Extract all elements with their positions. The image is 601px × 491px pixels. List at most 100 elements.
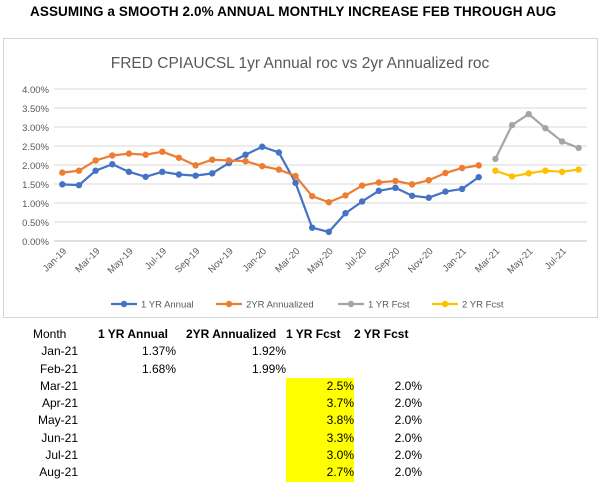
data-point [325,199,333,206]
data-point [192,162,199,169]
data-point [558,168,566,176]
data-point [142,151,149,158]
page-title: ASSUMING a SMOOTH 2.0% ANNUAL MONTHLY IN… [30,4,557,19]
data-point [192,172,199,179]
cell-1yr-annual [78,412,176,429]
cell-1yr-fcst: 2.7% [286,464,354,482]
data-point [275,166,283,173]
data-point [542,167,549,174]
data-point [425,177,432,184]
data-point [425,194,432,201]
x-tick-label: Mar-21 [473,246,502,275]
data-point [375,187,382,195]
data-point [342,192,349,199]
cell-2yr-annualized [176,447,286,464]
cell-2yr-annualized: 1.99% [251,361,286,376]
y-tick-label: 1.50% [22,180,49,191]
y-tick-label: 0.50% [22,218,49,229]
cell-2yr-annualized [176,412,286,429]
x-tick-label: Jan-20 [241,246,269,274]
data-point [292,179,299,187]
cell-2yr-annualized [176,430,286,447]
data-point [525,110,532,118]
legend-label: 2 YR Fcst [462,300,504,311]
cell-2yr-fcst [354,343,422,360]
x-tick-label: Mar-20 [273,246,302,275]
cell-month: Apr-21 [41,396,78,411]
chart-title: FRED CPIAUCSL 1yr Annual roc vs 2yr Annu… [111,55,490,72]
header-month: Month [33,327,67,341]
data-point [375,179,382,186]
y-tick-label: 0.00% [22,237,49,248]
y-tick-label: 3.50% [22,104,49,115]
data-point [492,155,499,163]
table-row: Jul-21 3.0% 2.0% [0,447,422,465]
y-tick-label: 4.00% [22,85,49,96]
y-tick-label: 2.50% [22,142,49,153]
data-point [575,144,582,152]
legend-label: 1 YR Annual [141,300,194,311]
data-point [558,138,566,145]
data-point [242,151,249,158]
cell-1yr-annual [78,464,176,481]
cell-1yr-annual: 1.37% [141,344,176,359]
data-point [508,121,516,129]
chart-frame: FRED CPIAUCSL 1yr Annual roc vs 2yr Annu… [3,38,598,318]
x-tick-label: Sep-20 [373,246,402,275]
x-tick-label: Jul-19 [143,246,169,272]
data-point [408,192,416,199]
legend-marker [120,300,128,308]
data-point [292,172,299,180]
data-point [59,181,66,188]
data-point [458,185,466,193]
data-point [358,182,366,189]
data-point [259,143,266,150]
cell-2yr-fcst: 2.0% [394,378,422,393]
data-point [325,228,333,236]
data-point [442,188,449,195]
x-tick-label: Sep-19 [173,246,202,275]
x-tick-label: Nov-20 [406,246,435,275]
data-point [408,181,416,188]
data-point [492,167,499,174]
data-table: Month 1 YR Annual 2YR Annualized 1 YR Fc… [0,326,422,482]
table-row: Feb-21 1.68% 1.99% [0,361,422,378]
data-point [575,166,582,173]
cell-2yr-fcst: 2.0% [394,465,422,480]
data-point [525,170,532,177]
series-line-1 [62,150,479,204]
data-point [508,173,516,180]
series-line-0 [62,145,480,233]
data-point [275,149,283,156]
cell-month: Jan-21 [41,344,78,359]
cell-2yr-annualized [176,464,286,481]
cell-month: Jun-21 [41,430,78,445]
cell-2yr-fcst [354,361,422,378]
data-point [308,192,316,200]
cell-1yr-fcst: 3.8% [286,412,354,430]
series-line-3 [495,168,579,178]
cell-month: Aug-21 [39,465,78,480]
data-point [308,224,316,231]
header-1yr-annual: 1 YR Annual [98,327,169,341]
cell-1yr-fcst: 2.5% [286,377,354,396]
data-point [125,168,133,176]
line-chart: FRED CPIAUCSL 1yr Annual roc vs 2yr Annu… [22,55,587,311]
data-point [59,169,66,176]
data-point [342,210,349,217]
table-row: May-21 3.8% 2.0% [0,412,422,430]
data-point [209,156,216,163]
cell-month: Feb-21 [39,361,78,376]
header-1yr-fcst: 1 YR Fcst [286,327,341,341]
y-tick-label: 3.00% [22,123,49,134]
table-row: Apr-21 3.7% 2.0% [0,395,422,413]
table-row: Mar-21 2.5% 2.0% [0,377,422,396]
data-point [259,162,266,170]
x-tick-label: Jan-19 [41,246,69,274]
cell-1yr-annual [78,447,176,464]
legend-marker [441,300,449,308]
table-row: Jan-21 1.37% 1.92% [0,343,422,360]
cell-2yr-annualized [176,378,286,395]
data-point [175,154,183,161]
data-point [159,168,166,176]
